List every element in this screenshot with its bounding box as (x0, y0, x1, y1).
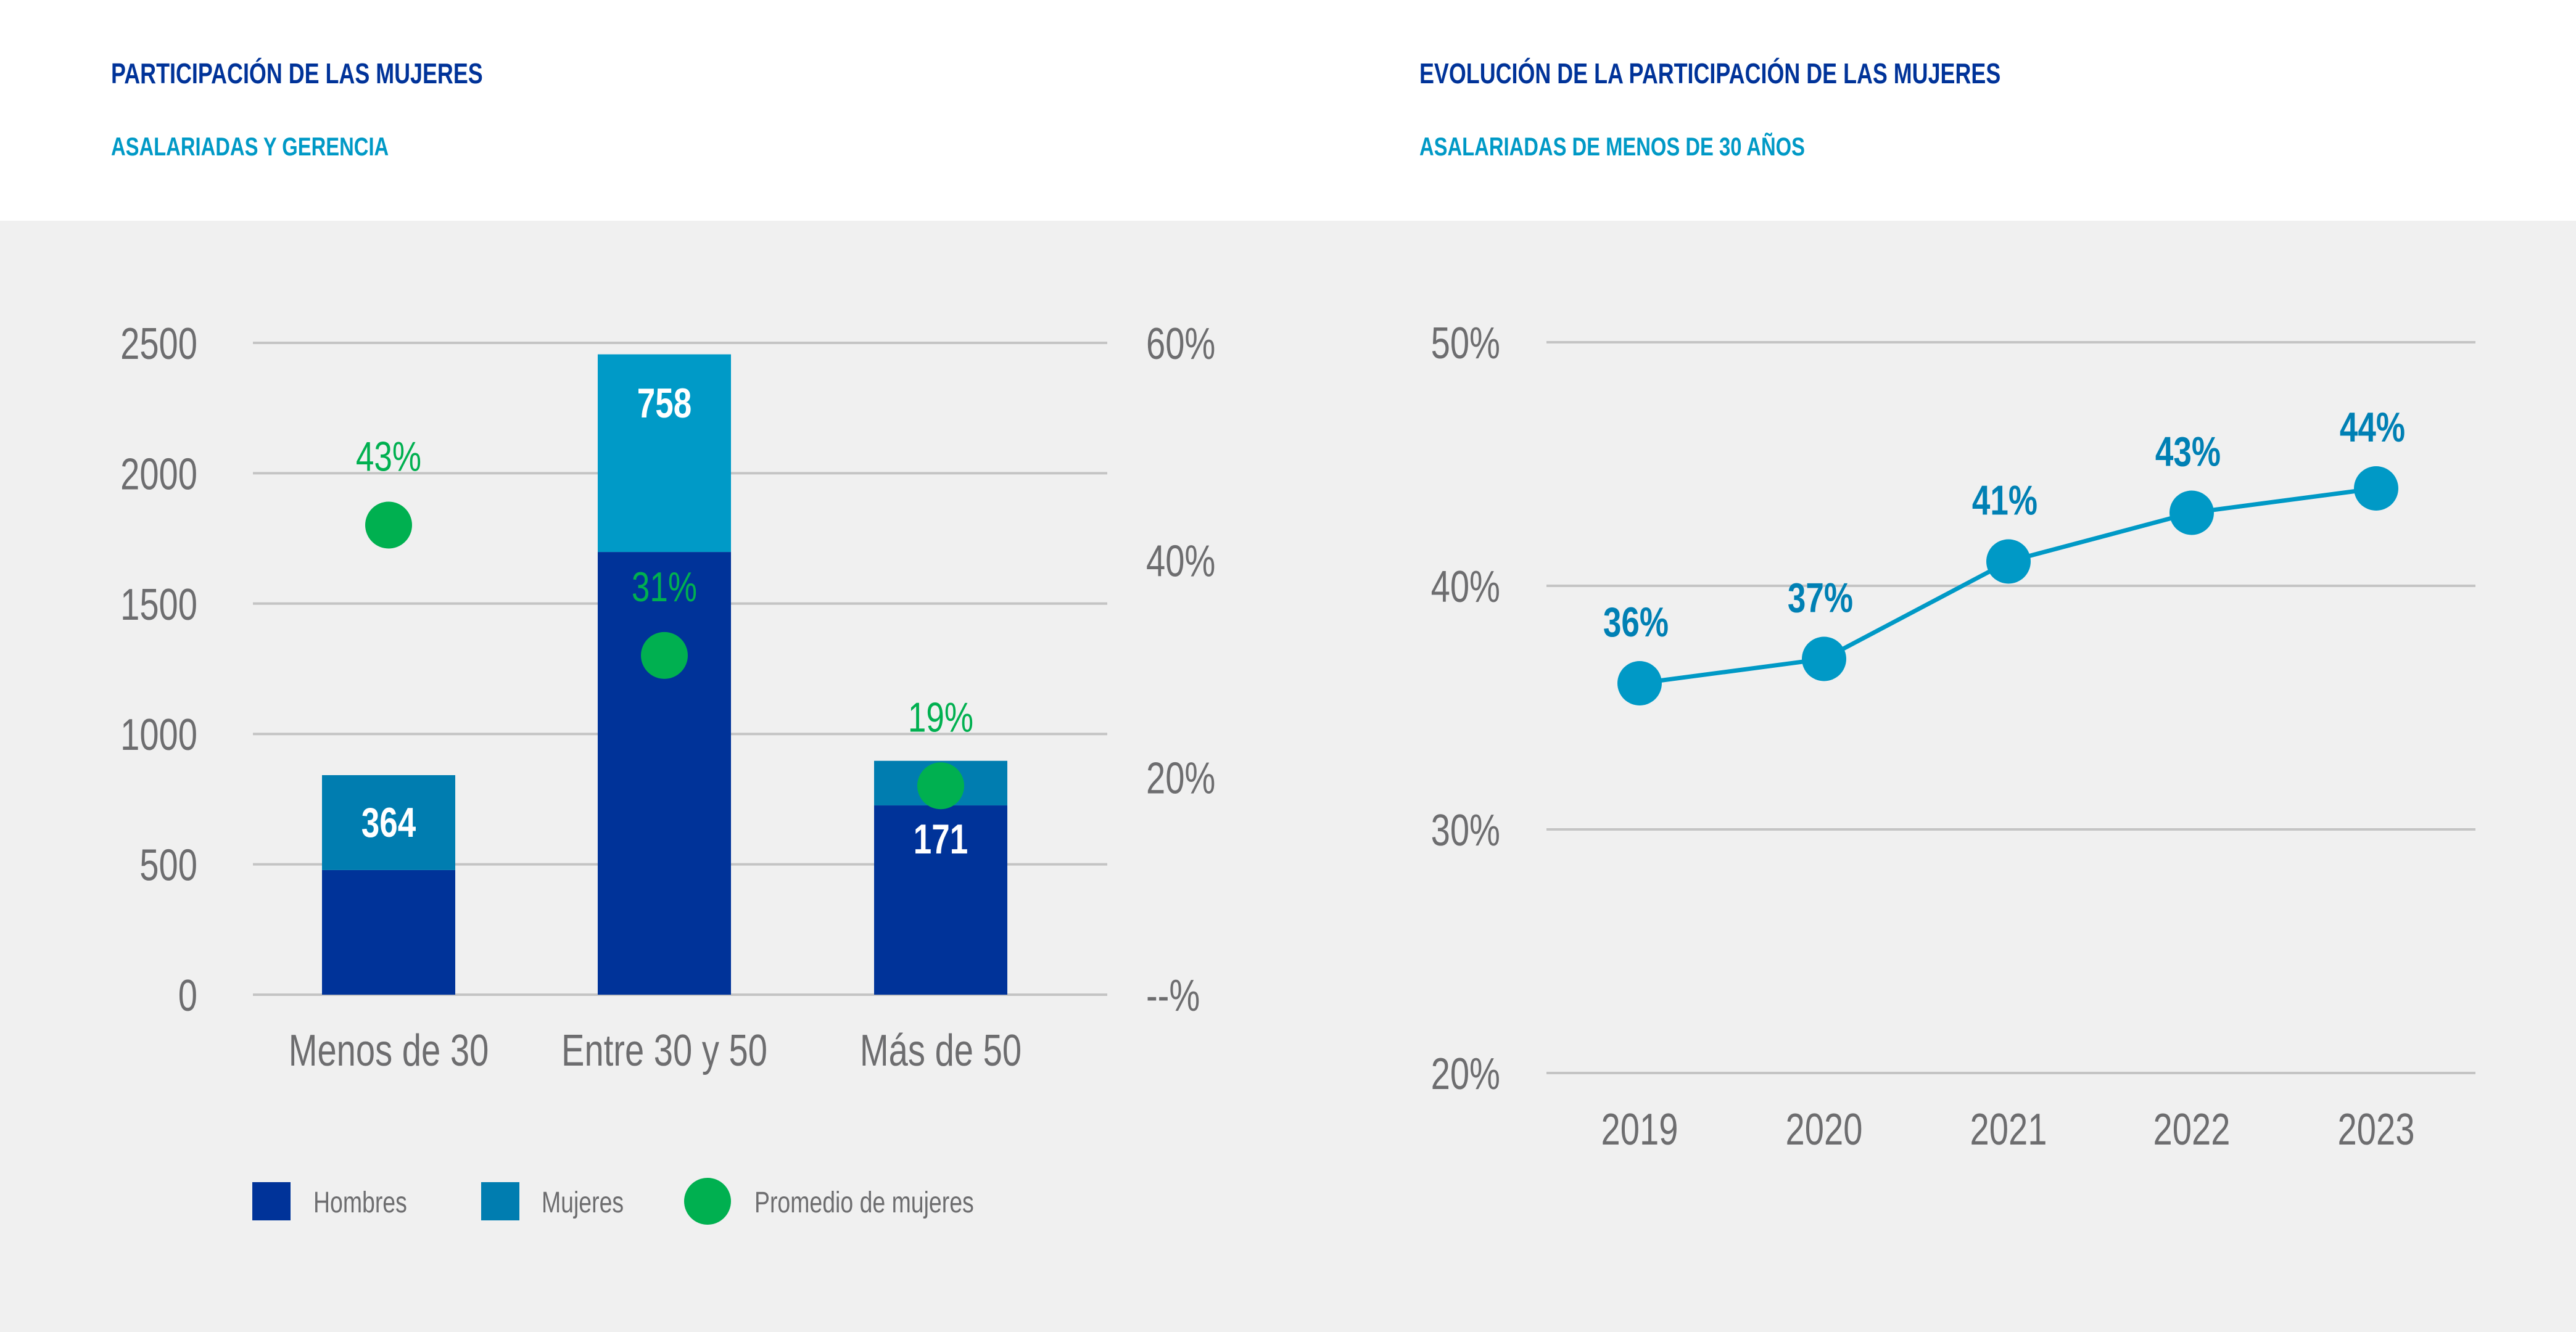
y2-axis-tick-label: 20% (1146, 754, 1215, 803)
line-data-label: 44% (2340, 404, 2405, 451)
y-axis-tick-label: 1000 (120, 710, 197, 760)
line-data-point (2169, 490, 2214, 535)
promedio-dot (641, 631, 688, 679)
line-data-label: 41% (1972, 477, 2037, 524)
bar-data-label: 364 (361, 799, 416, 846)
y2-axis-tick-label: --% (1146, 971, 1200, 1020)
y-axis-tick-label: 2500 (120, 319, 197, 368)
y2-axis-tick-label: 60% (1146, 319, 1215, 368)
bar-mujeres (598, 354, 731, 553)
legend-label-promedio: Promedio de mujeres (754, 1186, 974, 1220)
y-axis-tick-label: 0 (178, 971, 197, 1020)
bar-data-label: 758 (637, 380, 691, 427)
x-axis-tick-label: 2020 (1786, 1104, 1863, 1154)
bar-hombres (874, 805, 1007, 995)
promedio-dot (365, 501, 412, 549)
y-axis-tick-label: 500 (139, 841, 197, 890)
x-axis-tick-label: 2022 (2153, 1104, 2231, 1154)
line-data-label: 43% (2155, 428, 2221, 475)
promedio-data-label: 43% (356, 433, 421, 480)
x-axis-tick-label: 2023 (2338, 1104, 2415, 1154)
x-axis-category-label: Entre 30 y 50 (561, 1026, 767, 1075)
y-axis-tick-label: 30% (1431, 805, 1500, 855)
left-chart-subtitle: ASALARIADAS Y GERENCIA (111, 132, 389, 161)
y2-axis-tick-label: 40% (1146, 536, 1215, 586)
bar-hombres (598, 552, 731, 995)
legend-label-mujeres: Mujeres (542, 1186, 624, 1220)
x-axis-category-label: Más de 50 (860, 1026, 1022, 1075)
legend-swatch-mujeres (481, 1182, 519, 1220)
header-band (0, 0, 2576, 221)
line-data-point (1986, 539, 2031, 584)
x-axis-category-label: Menos de 30 (289, 1026, 489, 1075)
line-data-label: 36% (1603, 599, 1669, 646)
promedio-data-label: 31% (632, 564, 697, 610)
line-data-point (2354, 466, 2398, 511)
promedio-dot (917, 762, 964, 810)
legend-swatch-hombres (252, 1182, 291, 1220)
bar-hombres (322, 870, 455, 995)
x-axis-tick-label: 2021 (1970, 1104, 2047, 1154)
y-axis-tick-label: 20% (1431, 1049, 1500, 1098)
bar-mujeres (322, 775, 455, 870)
bar-data-label: 171 (914, 816, 968, 863)
x-axis-tick-label: 2019 (1601, 1104, 1678, 1154)
legend-label-hombres: Hombres (313, 1186, 407, 1220)
legend-dot-promedio (684, 1178, 731, 1225)
y-axis-tick-label: 2000 (120, 450, 197, 499)
y-axis-tick-label: 40% (1431, 562, 1500, 611)
right-chart-title: EVOLUCIÓN DE LA PARTICIPACIÓN DE LAS MUJ… (1419, 57, 2001, 89)
y-axis-tick-label: 1500 (120, 580, 197, 629)
line-data-label: 37% (1788, 574, 1853, 621)
line-data-point (1802, 636, 1846, 681)
y-axis-tick-label: 50% (1431, 318, 1500, 368)
promedio-data-label: 19% (908, 694, 973, 741)
right-chart-subtitle: ASALARIADAS DE MENOS DE 30 AÑOS (1419, 132, 1805, 161)
left-chart-title: PARTICIPACIÓN DE LAS MUJERES (111, 57, 483, 89)
line-data-point (1617, 661, 1662, 705)
